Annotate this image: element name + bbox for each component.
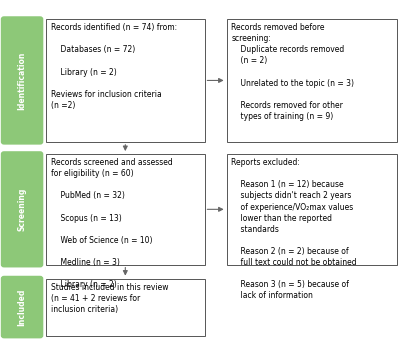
FancyBboxPatch shape xyxy=(46,19,205,142)
FancyBboxPatch shape xyxy=(1,276,43,338)
Text: Included: Included xyxy=(18,288,26,326)
Text: Studies included in this review
(n = 41 + 2 reviews for
inclusion criteria): Studies included in this review (n = 41 … xyxy=(51,283,168,314)
FancyBboxPatch shape xyxy=(46,154,205,265)
Text: Records identified (n = 74) from:

    Databases (n = 72)

    Library (n = 2)

: Records identified (n = 74) from: Databa… xyxy=(51,23,177,110)
Text: Records removed before
screening:
    Duplicate records removed
    (n = 2)

   : Records removed before screening: Duplic… xyxy=(231,23,354,121)
FancyBboxPatch shape xyxy=(227,19,397,142)
Text: Records screened and assessed
for eligibility (n = 60)

    PubMed (n = 32)

   : Records screened and assessed for eligib… xyxy=(51,158,173,289)
FancyBboxPatch shape xyxy=(227,154,397,265)
Text: Identification: Identification xyxy=(18,51,26,110)
FancyBboxPatch shape xyxy=(46,279,205,336)
FancyBboxPatch shape xyxy=(1,16,43,145)
FancyBboxPatch shape xyxy=(1,151,43,267)
Text: Reports excluded:

    Reason 1 (n = 12) because
    subjects didn't reach 2 yea: Reports excluded: Reason 1 (n = 12) beca… xyxy=(231,158,357,300)
Text: Screening: Screening xyxy=(18,188,26,231)
